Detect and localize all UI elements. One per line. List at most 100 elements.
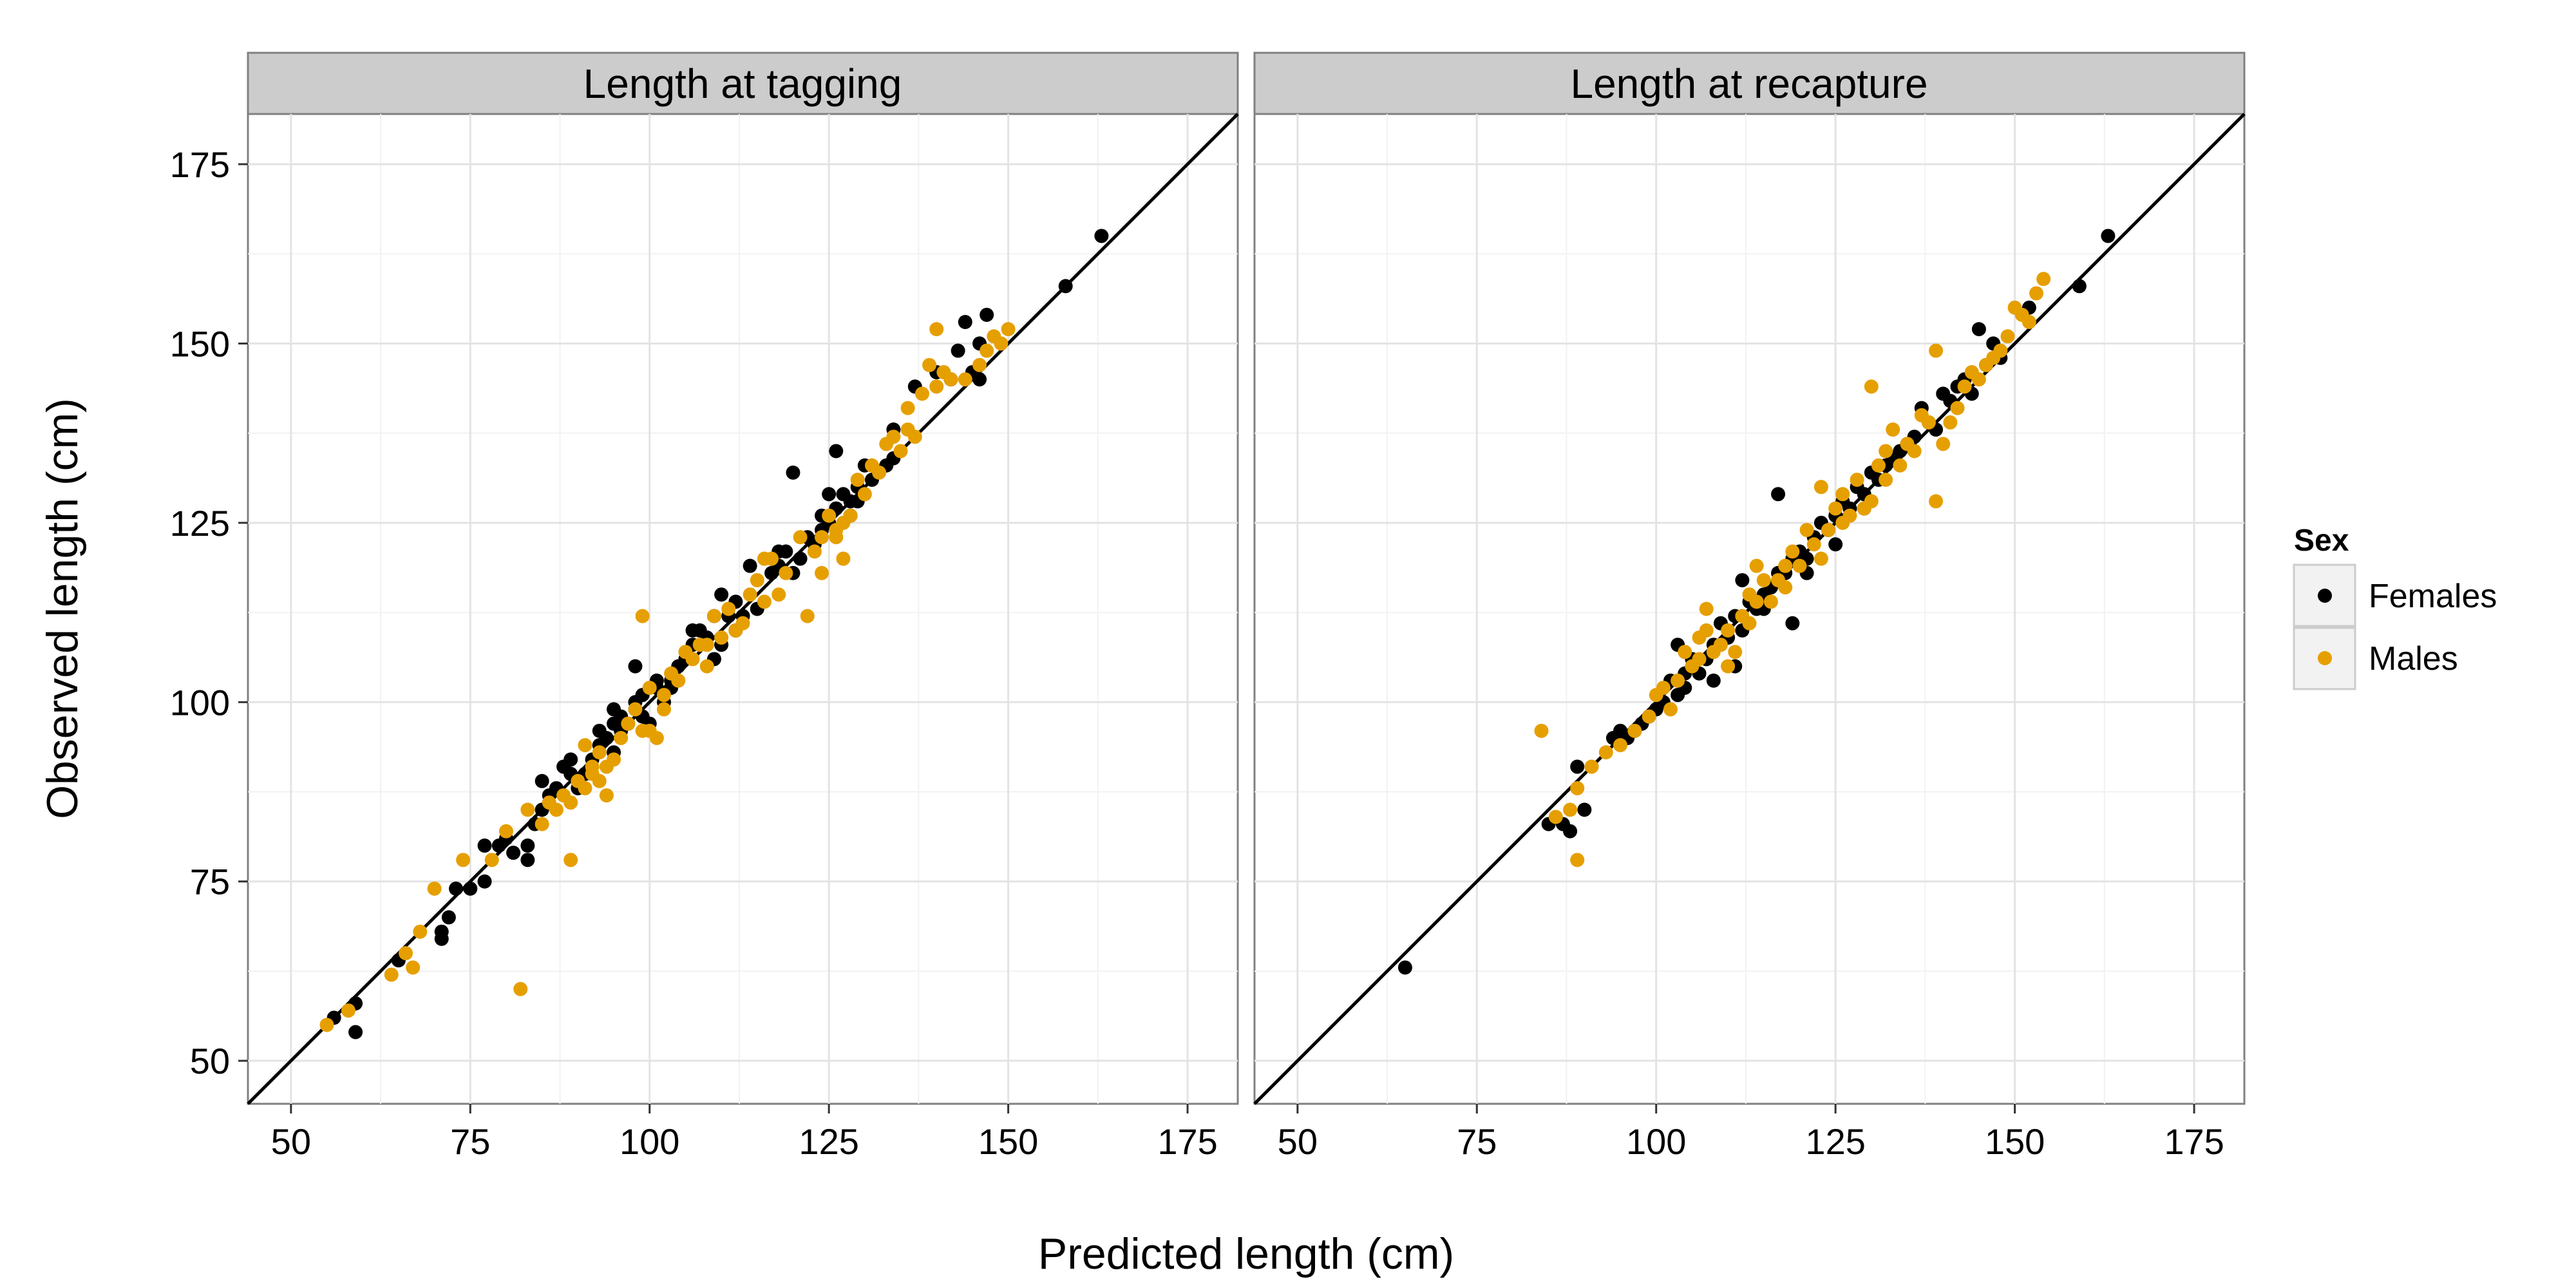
males-point: [929, 379, 944, 394]
males-point: [2022, 314, 2036, 329]
males-point: [1656, 681, 1671, 696]
males-point: [1943, 415, 1958, 430]
males-point: [1806, 537, 1821, 552]
males-point: [1763, 594, 1778, 609]
males-point: [757, 594, 772, 609]
males-point: [815, 530, 829, 545]
females-point: [1771, 487, 1786, 502]
y-tick-label: 100: [170, 682, 230, 723]
males-point: [1850, 473, 1864, 488]
females-point: [348, 1025, 363, 1039]
panel-recapture-reference-line: [1253, 113, 2246, 1105]
y-axis-title: Observed length (cm): [38, 398, 87, 819]
males-point: [714, 630, 729, 645]
males-point: [2029, 286, 2044, 301]
males-point: [406, 960, 421, 975]
males-point: [735, 616, 750, 630]
males-point: [520, 802, 535, 817]
males-point: [793, 530, 808, 545]
males-point: [1842, 508, 1857, 523]
males-point: [980, 343, 994, 358]
x-tick-label: 100: [1626, 1121, 1686, 1162]
males-point: [1721, 659, 1736, 674]
females-point: [535, 773, 549, 788]
legend-title: Sex: [2294, 524, 2349, 558]
females-point: [1828, 537, 1843, 552]
males-point: [800, 609, 815, 623]
males-point: [972, 357, 987, 372]
x-tick-label: 125: [799, 1121, 858, 1162]
males-point: [1692, 652, 1707, 667]
males-point: [1584, 759, 1599, 774]
males-point: [628, 702, 643, 717]
x-tick-label: 150: [1985, 1121, 2045, 1162]
males-point: [592, 773, 607, 788]
males-point: [1871, 458, 1886, 473]
males-point: [564, 853, 578, 867]
males-point: [807, 544, 822, 559]
males-point: [1570, 853, 1585, 867]
females-point: [980, 307, 994, 322]
males-point: [592, 745, 607, 760]
panel-recapture-grid: [1255, 114, 2244, 1104]
males-point: [635, 723, 650, 738]
males-point: [578, 738, 592, 753]
x-tick-label: 100: [620, 1121, 679, 1162]
males-point: [1893, 458, 1908, 473]
males-point: [779, 565, 793, 580]
males-point: [1721, 623, 1736, 638]
males-point: [1929, 494, 1944, 509]
males-point: [815, 565, 829, 580]
panel-tagging-x-ticks: 50 75 100 125 150 175: [271, 1104, 1218, 1162]
males-point: [1993, 343, 2008, 358]
males-point: [513, 981, 528, 996]
x-tick-label: 175: [2164, 1121, 2224, 1162]
males-point: [341, 1003, 355, 1018]
males-point: [1879, 473, 1893, 488]
x-tick-label: 50: [271, 1121, 311, 1162]
females-point: [1570, 759, 1585, 774]
males-point: [900, 401, 915, 415]
males-point: [1821, 522, 1836, 537]
females-point: [786, 465, 800, 480]
y-tick-label: 50: [190, 1041, 230, 1081]
x-tick-label: 175: [1157, 1121, 1217, 1162]
males-point: [1957, 379, 1972, 394]
males-point: [1778, 580, 1793, 595]
x-axis-title: Predicted length (cm): [1038, 1229, 1454, 1278]
females-point: [958, 314, 972, 329]
x-tick-label: 150: [978, 1121, 1038, 1162]
panel-recapture-x-ticks: 50 75 100 125 150 175: [1278, 1104, 2224, 1162]
males-point: [764, 551, 779, 566]
females-point: [1706, 673, 1721, 688]
males-point: [850, 473, 865, 488]
females-point: [793, 551, 808, 566]
males-point: [907, 430, 922, 444]
males-point: [994, 336, 1009, 351]
males-point: [857, 487, 872, 502]
males-point: [1814, 480, 1828, 495]
females-point: [477, 838, 492, 853]
males-point: [614, 730, 629, 745]
males-point: [1713, 638, 1728, 652]
males-point: [843, 508, 858, 523]
females-point: [2072, 279, 2087, 294]
panel-tagging-grid: [248, 114, 1238, 1104]
females-point: [1058, 279, 1073, 294]
males-point: [1929, 343, 1944, 358]
females-point: [743, 558, 757, 573]
females-point: [506, 846, 521, 860]
y-tick-label: 150: [170, 323, 230, 364]
males-point: [1835, 487, 1850, 502]
females-point: [463, 881, 478, 896]
males-point: [886, 430, 901, 444]
males-point: [642, 681, 657, 696]
females-point: [1094, 229, 1109, 243]
males-point: [743, 587, 757, 602]
panel-tagging-title: Length at tagging: [583, 61, 902, 107]
females-point: [714, 587, 729, 602]
males-point: [456, 853, 471, 867]
males-point: [1785, 544, 1800, 559]
males-point: [549, 802, 564, 817]
